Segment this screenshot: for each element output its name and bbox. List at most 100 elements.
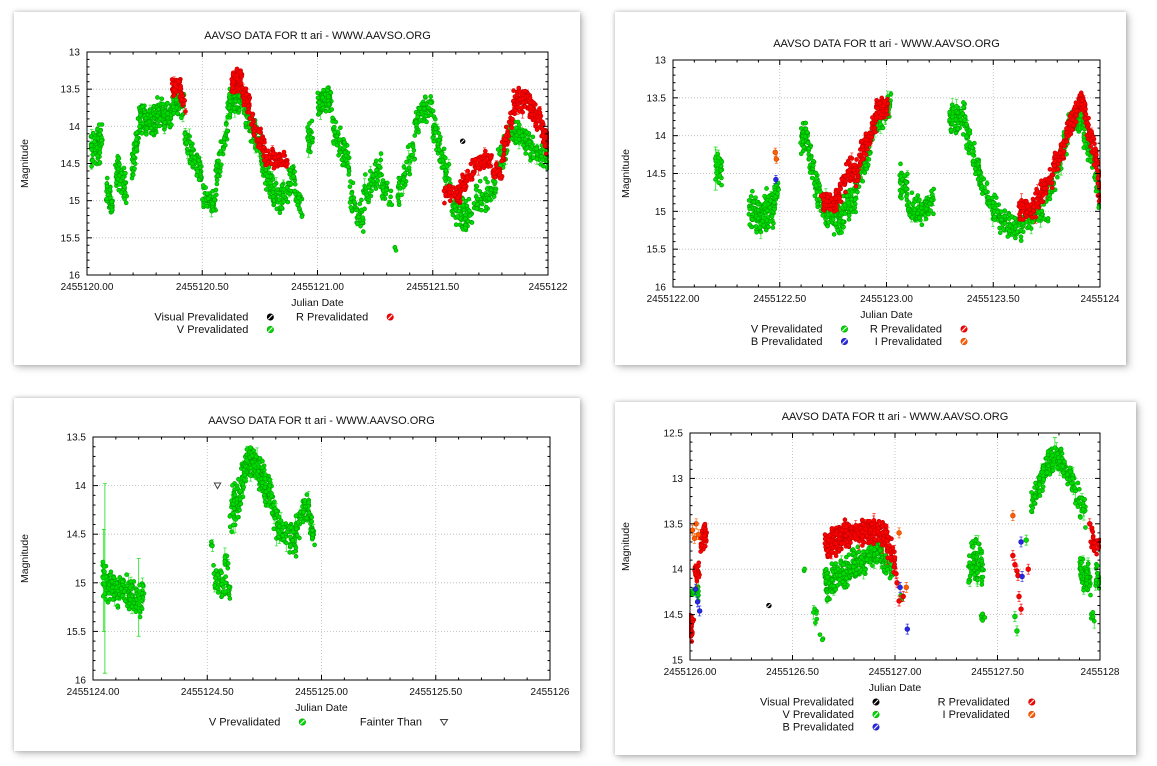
y-tick-label: 13.5 xyxy=(664,519,684,530)
y-tick-label: 16 xyxy=(75,676,87,687)
legend-label: I Prevalidated xyxy=(875,336,942,348)
x-tick-label: 2455128 xyxy=(1081,667,1120,678)
y-axis-label: Magnitude xyxy=(620,522,632,571)
y-tick-label: 13 xyxy=(69,48,81,59)
data-points xyxy=(713,90,1101,243)
legend-label: Visual Prevalidated xyxy=(154,312,248,324)
gridlines xyxy=(690,433,1100,660)
axis-text: AAVSO DATA FOR tt ari - WWW.AAVSO.ORG 245… xyxy=(19,30,568,309)
x-tick-label: 2455124 xyxy=(1081,294,1120,305)
legend-label: V Prevalidated xyxy=(782,709,854,721)
y-tick-label: 14.5 xyxy=(664,610,684,621)
y-tick-label: 14 xyxy=(75,481,87,492)
legend-label: V Prevalidated xyxy=(751,324,823,336)
y-tick-label: 15.5 xyxy=(61,233,81,244)
series-R xyxy=(818,90,1101,224)
x-tick-label: 2455121.50 xyxy=(406,282,459,293)
series-B xyxy=(692,536,1025,635)
data-points xyxy=(689,437,1101,644)
y-tick-label: 16 xyxy=(69,271,81,282)
legend-label: Fainter Than xyxy=(360,717,422,729)
x-axis-label: Julian Date xyxy=(860,309,913,321)
series-V xyxy=(689,437,1101,643)
plot-frame xyxy=(672,59,1101,288)
gridlines xyxy=(673,60,1100,287)
chart-svg-bottom-left: AAVSO DATA FOR tt ari - WWW.AAVSO.ORG 245… xyxy=(19,415,570,729)
series-FT xyxy=(213,482,222,490)
x-tick-label: 2455122 xyxy=(529,282,568,293)
legend-label: V Prevalidated xyxy=(209,717,281,729)
y-tick-label: 14 xyxy=(655,131,667,142)
x-tick-label: 2455123.50 xyxy=(967,294,1020,305)
chart-svg-bottom-right: AAVSO DATA FOR tt ari - WWW.AAVSO.ORG 245… xyxy=(620,411,1120,734)
x-tick-label: 2455125.00 xyxy=(295,687,348,698)
axis-text: AAVSO DATA FOR tt ari - WWW.AAVSO.ORG 245… xyxy=(620,411,1120,694)
y-tick-label: 15 xyxy=(75,578,87,589)
y-tick-label: 13 xyxy=(672,474,684,485)
y-tick-label: 15 xyxy=(69,196,81,207)
y-axis-label: Magnitude xyxy=(19,534,31,583)
series-V xyxy=(713,90,1101,243)
chart-title: AAVSO DATA FOR tt ari - WWW.AAVSO.ORG xyxy=(208,415,435,427)
data-points xyxy=(88,66,549,253)
x-tick-label: 2455127.50 xyxy=(971,667,1024,678)
y-tick-label: 16 xyxy=(655,283,667,294)
light-curve-panel-top-right: AAVSO DATA FOR tt ari - WWW.AAVSO.ORG 245… xyxy=(615,12,1126,365)
y-tick-label: 14 xyxy=(69,122,81,133)
y-axis-label: Magnitude xyxy=(620,149,632,198)
legend: V Prevalidated Fainter Than xyxy=(209,717,449,729)
legend-label: R Prevalidated xyxy=(938,697,1010,709)
y-axis-label: Magnitude xyxy=(19,139,31,188)
chart-svg-top-right: AAVSO DATA FOR tt ari - WWW.AAVSO.ORG 245… xyxy=(620,38,1120,348)
legend-marker xyxy=(439,719,449,727)
y-tick-label: 15.5 xyxy=(647,245,667,256)
series-V xyxy=(88,82,549,253)
series-I xyxy=(689,510,1016,593)
x-axis-label: Julian Date xyxy=(295,702,348,714)
legend-label: B Prevalidated xyxy=(751,336,823,348)
plot-frame xyxy=(689,432,1101,661)
light-curve-panel-top-left: AAVSO DATA FOR tt ari - WWW.AAVSO.ORG 245… xyxy=(14,12,580,365)
x-tick-label: 2455124.00 xyxy=(67,687,120,698)
y-tick-label: 15 xyxy=(672,656,684,667)
legend-label: R Prevalidated xyxy=(870,324,942,336)
chart-title: AAVSO DATA FOR tt ari - WWW.AAVSO.ORG xyxy=(782,411,1009,423)
axis-text: AAVSO DATA FOR tt ari - WWW.AAVSO.ORG 245… xyxy=(19,415,570,714)
series-B xyxy=(773,175,779,185)
x-tick-label: 2455120.50 xyxy=(176,282,229,293)
y-tick-label: 13.5 xyxy=(67,433,87,444)
axis-text: AAVSO DATA FOR tt ari - WWW.AAVSO.ORG 245… xyxy=(620,38,1120,321)
series-I xyxy=(772,147,780,164)
x-tick-label: 2455121.00 xyxy=(291,282,344,293)
y-tick-label: 13 xyxy=(655,56,667,67)
chart-title: AAVSO DATA FOR tt ari - WWW.AAVSO.ORG xyxy=(773,38,1000,50)
light-curve-panel-bottom-right: AAVSO DATA FOR tt ari - WWW.AAVSO.ORG 245… xyxy=(615,402,1136,755)
gridlines xyxy=(93,437,550,680)
x-axis-label: Julian Date xyxy=(869,682,922,694)
y-tick-label: 14.5 xyxy=(61,159,81,170)
legend-label: I Prevalidated xyxy=(943,709,1010,721)
y-tick-label: 12.5 xyxy=(664,429,684,440)
x-tick-label: 2455126.00 xyxy=(664,667,717,678)
series-VIS xyxy=(766,602,772,609)
series-R xyxy=(169,66,549,206)
data-points xyxy=(100,445,317,674)
chart-title: AAVSO DATA FOR tt ari - WWW.AAVSO.ORG xyxy=(204,30,431,42)
legend-label: V Prevalidated xyxy=(177,324,249,336)
legend-label: R Prevalidated xyxy=(296,312,368,324)
series-VIS xyxy=(460,138,466,144)
x-tick-label: 2455126 xyxy=(531,687,570,698)
series-R xyxy=(689,513,1101,644)
y-tick-label: 14 xyxy=(672,565,684,576)
x-tick-label: 2455120.00 xyxy=(61,282,114,293)
y-tick-label: 13.5 xyxy=(61,85,81,96)
y-tick-label: 15.5 xyxy=(67,627,87,638)
x-tick-label: 2455125.50 xyxy=(409,687,462,698)
light-curve-panel-bottom-left: AAVSO DATA FOR tt ari - WWW.AAVSO.ORG 245… xyxy=(14,398,580,751)
x-tick-label: 2455124.50 xyxy=(181,687,234,698)
series-V xyxy=(100,445,317,674)
y-tick-label: 13.5 xyxy=(647,93,667,104)
